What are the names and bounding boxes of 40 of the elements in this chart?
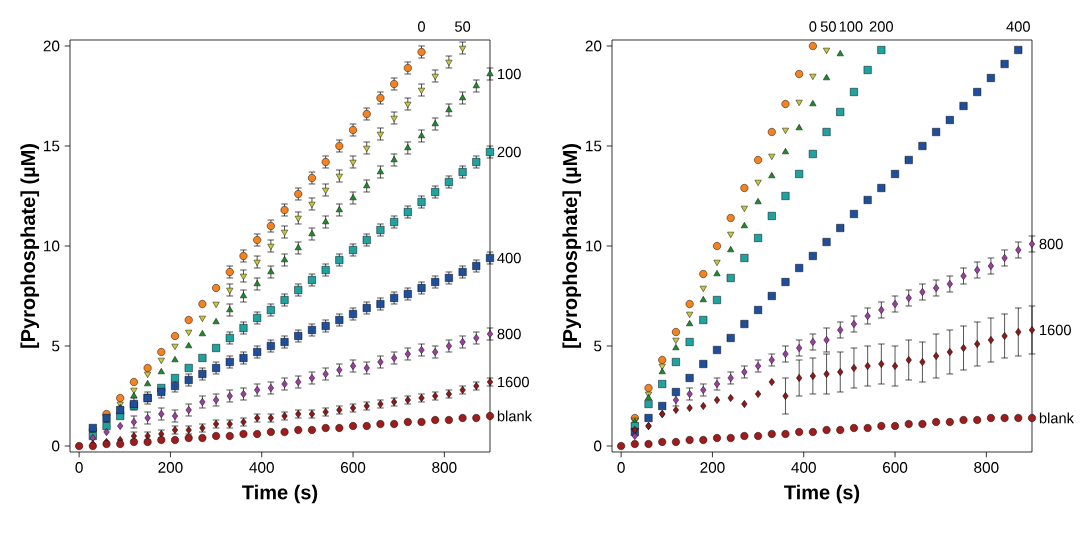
y-tick-label: 20 [43, 40, 60, 52]
series-label: 0 [809, 21, 817, 32]
x-tick-label: 600 [341, 462, 366, 473]
y-tick-label: 5 [52, 340, 60, 352]
x-tick-label: 800 [974, 462, 999, 473]
series-label: 1600 [498, 376, 529, 388]
series-label: 800 [1039, 238, 1063, 250]
series-label: 400 [1006, 21, 1030, 32]
x-tick-label: 600 [883, 462, 908, 473]
y-axis-title: [Pyrophosphate] (µM) [562, 144, 582, 348]
series-label: 100 [839, 21, 863, 32]
y-axis-title: [Pyrophosphate] (µM) [20, 144, 40, 348]
series-label: 0 [418, 21, 425, 32]
x-tick-label: 200 [158, 462, 183, 473]
series-label: 400 [497, 252, 521, 264]
series-label: 100 [498, 68, 521, 80]
series-label: 200 [869, 21, 893, 32]
y-tick-label: 0 [52, 440, 60, 452]
series-label: 800 [497, 328, 521, 340]
x-axis-title: Time (s) [242, 484, 318, 504]
series-label: blank [1039, 412, 1074, 424]
x-tick-label: 200 [700, 462, 725, 473]
x-tick-label: 800 [432, 462, 457, 473]
x-axis-title: Time (s) [784, 484, 860, 504]
y-tick-label: 10 [44, 240, 60, 252]
series-label: blank [497, 410, 532, 422]
y-tick-label: 5 [594, 340, 602, 352]
y-tick-label: 15 [586, 140, 602, 152]
y-tick-label: 15 [44, 140, 60, 152]
series-label: 200 [497, 146, 521, 158]
x-tick-label: 400 [791, 462, 816, 473]
y-tick-label: 0 [594, 440, 602, 452]
x-tick-label: 400 [249, 462, 274, 473]
series-label: 1600 [1040, 324, 1071, 336]
x-tick-label: 0 [617, 462, 625, 473]
x-tick-label: 0 [75, 462, 83, 473]
series-label: 50 [820, 21, 836, 32]
y-tick-label: 20 [585, 40, 602, 52]
series-label: 50 [455, 21, 471, 32]
y-tick-label: 10 [586, 240, 602, 252]
